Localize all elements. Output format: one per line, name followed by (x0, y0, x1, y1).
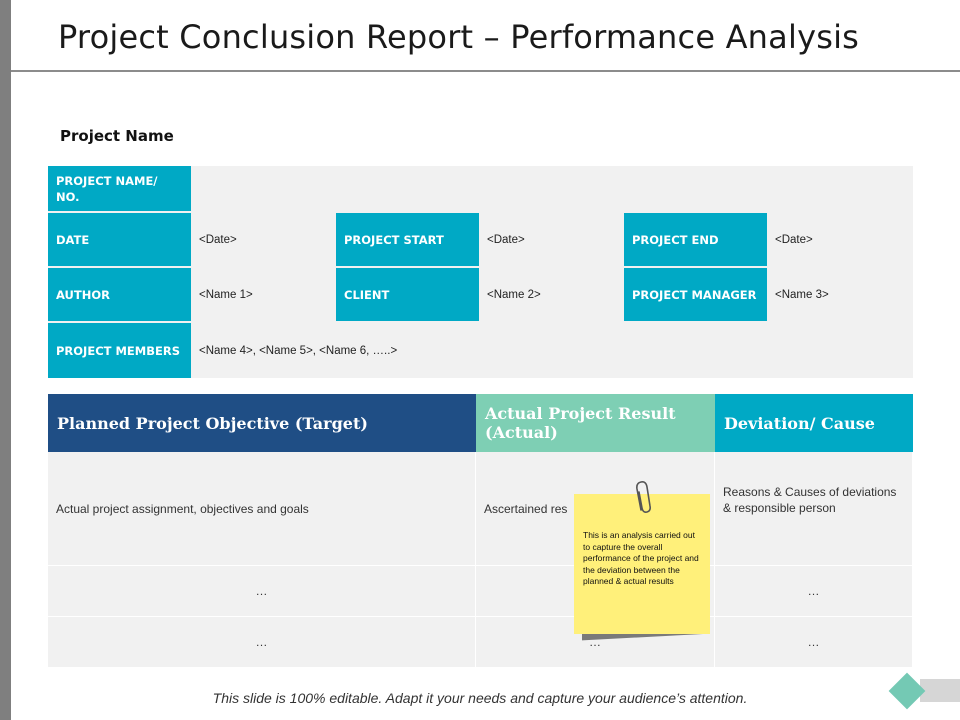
sticky-note: This is an analysis carried out to captu… (574, 494, 710, 634)
project-start-label: PROJECT START (336, 213, 479, 266)
project-end-value: <Date> (775, 233, 813, 246)
table-cell: … (48, 617, 476, 668)
table-cell: … (715, 617, 913, 668)
left-accent-bar (0, 0, 11, 720)
project-info-grid: PROJECT NAME/ NO. DATE <Date> PROJECT ST… (48, 166, 913, 378)
author-value: <Name 1> (199, 288, 253, 301)
project-manager-value: <Name 3> (775, 288, 829, 301)
date-label: DATE (48, 213, 191, 266)
project-members-value: <Name 4>, <Name 5>, <Name 6, …..> (199, 344, 398, 357)
page-title: Project Conclusion Report – Performance … (58, 18, 860, 56)
header-deviation-cause: Deviation/ Cause (715, 394, 913, 452)
date-value: <Date> (199, 233, 237, 246)
section-label: Project Name (60, 127, 174, 145)
client-value: <Name 2> (487, 288, 541, 301)
table-cell: Actual project assignment, objectives an… (48, 452, 476, 566)
corner-decoration-bar (920, 679, 960, 702)
project-members-label: PROJECT MEMBERS (48, 323, 191, 378)
table-cell: … (48, 566, 476, 617)
client-label: CLIENT (336, 268, 479, 321)
title-divider (11, 70, 960, 72)
objectives-table: Planned Project Objective (Target) Actua… (48, 394, 913, 668)
header-actual-result: Actual Project Result (Actual) (476, 394, 715, 452)
header-planned-objective: Planned Project Objective (Target) (48, 394, 476, 452)
table-cell: … (715, 566, 913, 617)
project-manager-label: PROJECT MANAGER (624, 268, 767, 321)
paperclip-icon (636, 481, 651, 513)
project-start-value: <Date> (487, 233, 525, 246)
table-cell: Reasons & Causes of deviations & respons… (715, 452, 913, 566)
project-name-label: PROJECT NAME/ NO. (48, 166, 191, 211)
footer-note: This slide is 100% editable. Adapt it yo… (212, 690, 748, 706)
project-end-label: PROJECT END (624, 213, 767, 266)
author-label: AUTHOR (48, 268, 191, 321)
